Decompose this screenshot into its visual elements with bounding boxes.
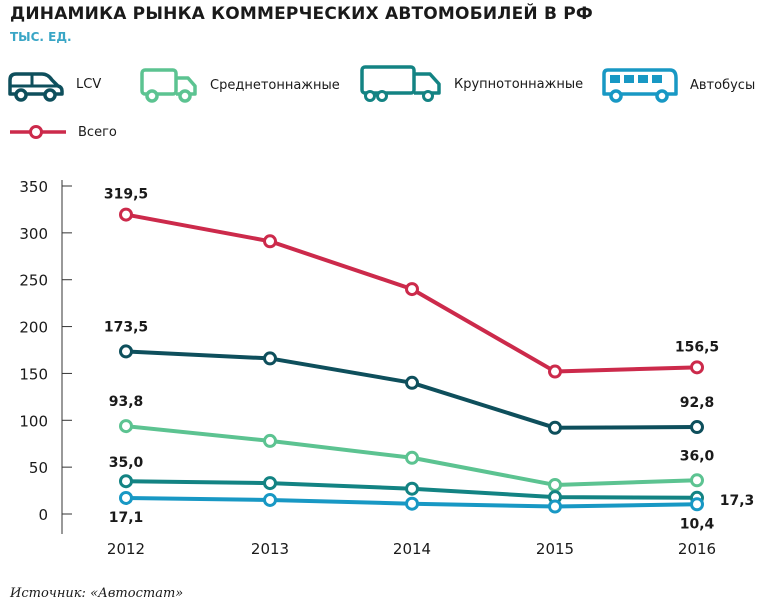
legend-item-lcv: LCV (6, 66, 101, 102)
data-label: 173,5 (104, 319, 148, 335)
bus-icon (602, 68, 678, 103)
data-label: 17,3 (720, 493, 755, 509)
data-point (690, 497, 704, 512)
source-note: Источник: «Автостат» (10, 586, 184, 601)
data-point (548, 364, 562, 379)
data-point (119, 474, 133, 489)
legend-label-total: Всего (78, 124, 117, 140)
van-icon (8, 72, 64, 102)
data-label: 156,5 (675, 339, 719, 355)
x-tick-label: 2016 (678, 540, 716, 558)
heavy-truck-icon (360, 65, 441, 102)
x-tick-label: 2013 (251, 540, 289, 558)
chart-subtitle: ТЫС. ЕД. (10, 30, 72, 44)
data-label: 92,8 (680, 395, 715, 411)
data-point (263, 351, 277, 366)
data-label: 35,0 (109, 455, 144, 471)
data-label: 93,8 (109, 394, 144, 410)
data-point (548, 477, 562, 492)
data-point (405, 282, 419, 297)
data-point (263, 492, 277, 507)
data-label: 319,5 (104, 187, 148, 203)
y-tick-label: 0 (38, 506, 48, 524)
y-tick-label: 50 (29, 459, 48, 477)
y-tick-label: 100 (19, 412, 48, 430)
chart-title: ДИНАМИКА РЫНКА КОММЕРЧЕСКИХ АВТОМОБИЛЕЙ … (10, 4, 593, 24)
data-label: 17,1 (109, 510, 144, 526)
legend-label-lcv: LCV (76, 76, 102, 92)
data-point (405, 450, 419, 465)
data-point (263, 234, 277, 249)
data-point (263, 476, 277, 491)
data-point (405, 481, 419, 496)
data-point (405, 496, 419, 511)
data-point (119, 419, 133, 434)
data-point (690, 420, 704, 435)
legend-label-medium: Среднетоннажные (210, 77, 340, 93)
data-point (119, 490, 133, 505)
legend-item-bus: Автобусы (600, 66, 755, 104)
line-marker-icon (10, 125, 66, 139)
legend-item-total: Всего (8, 124, 117, 140)
y-tick-label: 200 (19, 319, 48, 337)
legend-item-heavy: Крупнотоннажные (358, 64, 583, 104)
data-point (690, 473, 704, 488)
legend-label-bus: Автобусы (690, 77, 756, 93)
x-tick-label: 2015 (536, 540, 574, 558)
data-point (548, 499, 562, 514)
data-point (690, 360, 704, 375)
y-tick-label: 300 (19, 225, 48, 243)
legend-label-heavy: Крупнотоннажные (454, 76, 584, 92)
y-tick-label: 350 (19, 178, 48, 196)
data-label: 36,0 (680, 448, 715, 464)
data-point (548, 420, 562, 435)
data-label: 10,4 (680, 516, 715, 532)
x-tick-label: 2012 (107, 540, 145, 558)
data-point (119, 344, 133, 359)
legend-item-medium: Среднетоннажные (138, 66, 340, 104)
data-point (119, 207, 133, 222)
y-tick-label: 250 (19, 272, 48, 290)
data-point (263, 433, 277, 448)
y-tick-label: 150 (19, 365, 48, 383)
x-tick-label: 2014 (393, 540, 431, 558)
data-point (405, 375, 419, 390)
medium-truck-icon (140, 68, 197, 103)
